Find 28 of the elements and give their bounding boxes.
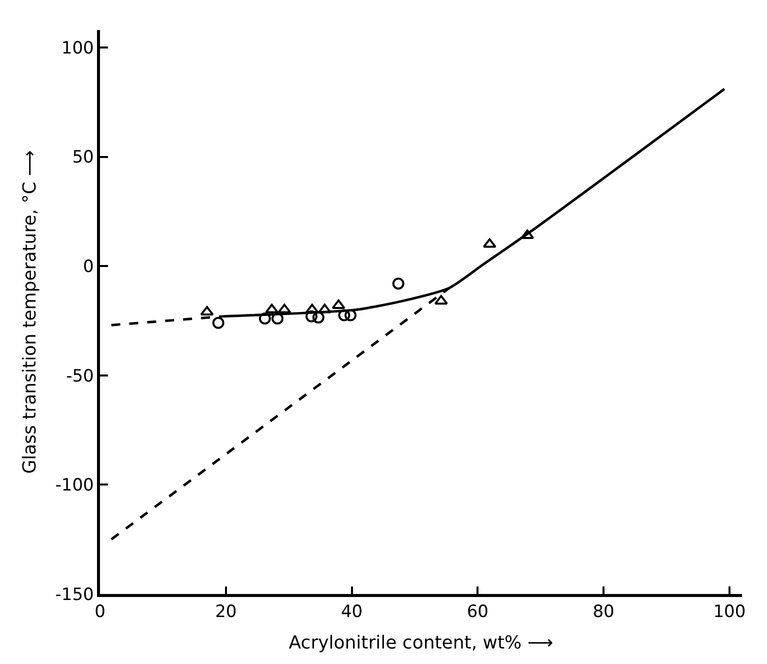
point (434, 295, 448, 305)
point (271, 312, 284, 325)
y-tick-label: 0 (83, 257, 94, 278)
x-tick-label: 20 (215, 602, 237, 622)
y-tick-label: -150 (55, 584, 94, 605)
point (212, 316, 224, 329)
point (305, 310, 318, 322)
x-tick-label: 40 (340, 602, 363, 622)
y-tick-label: 100 (61, 38, 94, 58)
y-tick-label: -100 (55, 476, 94, 496)
point (265, 304, 279, 314)
x-tick-label: 80 (592, 602, 614, 622)
y-axis-title: Glass transition temperature, °C ⟶ (19, 150, 40, 474)
point (318, 304, 332, 314)
point (305, 304, 319, 314)
point (258, 312, 271, 325)
point (482, 238, 496, 248)
point (392, 278, 404, 290)
x-tick-label: 60 (466, 602, 488, 622)
x-axis-title: Acrylonitrile content, wt% ⟶ (288, 632, 554, 654)
x-tick-label: 100 (713, 602, 746, 622)
point (520, 229, 534, 239)
point (278, 304, 292, 314)
y-tick-label: -50 (66, 366, 94, 386)
point (344, 309, 357, 322)
point (332, 299, 346, 309)
point (338, 309, 350, 322)
y-tick-label: 50 (72, 148, 94, 168)
